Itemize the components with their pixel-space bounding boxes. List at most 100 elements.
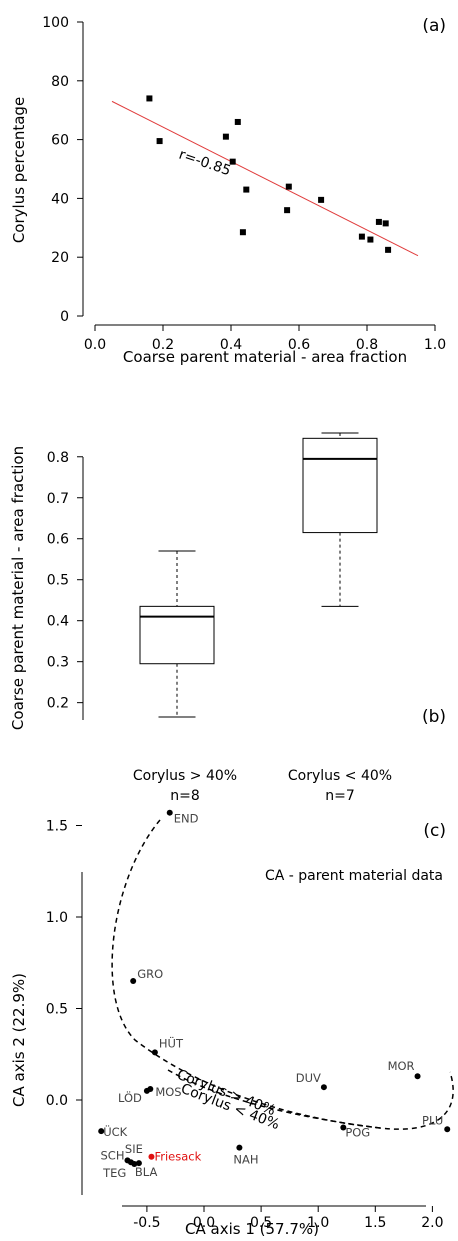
x-tick-label: 0.0: [84, 337, 106, 353]
panel-label-a: (a): [422, 16, 446, 36]
site-marker: [143, 1087, 150, 1094]
site-label: NAH: [233, 1153, 258, 1167]
site-marker: [236, 1144, 243, 1151]
corylus-boundary-curve: [111, 819, 454, 1130]
data-point: [318, 196, 325, 203]
data-point: [243, 186, 250, 193]
panel-label-b: (b): [422, 707, 446, 727]
x-tick-label: 1.0: [424, 337, 446, 353]
panel-c-y-label: CA axis 2 (22.9%): [10, 973, 28, 1107]
site-point: END: [166, 809, 199, 826]
x-tick-label: 0.5: [250, 1215, 272, 1231]
x-tick-label: 1.0: [307, 1215, 329, 1231]
data-point: [385, 246, 392, 253]
site-marker: [340, 1124, 347, 1131]
panel-a-y-label: Corylus percentage: [10, 97, 28, 243]
data-point: [367, 236, 374, 243]
y-tick-label: 40: [51, 191, 69, 207]
y-tick-label: 80: [51, 74, 69, 90]
x-tick-label: 0.6: [288, 337, 310, 353]
site-label: DUV: [296, 1071, 321, 1085]
site-point: HÜT: [151, 1034, 184, 1056]
site-label: LÖD: [118, 1089, 142, 1105]
site-label: MOR: [388, 1059, 415, 1073]
y-tick-label: 0.2: [47, 696, 69, 712]
site-point: DUV: [296, 1071, 327, 1091]
y-tick-label: 20: [51, 250, 69, 266]
site-marker: [414, 1073, 421, 1080]
panel-b-boxplot: 0.2 0.3 0.4 0.5 0.6 0.7 0.8 (b) Coarse parent …: [9, 432, 446, 804]
site-label: POG: [345, 1125, 370, 1139]
site-point: GRO: [130, 967, 163, 985]
y-tick-label: 0.5: [46, 1002, 68, 1018]
y-tick-label: 1.5: [46, 819, 68, 835]
site-point: NAH: [233, 1144, 259, 1167]
x-tick-label: 0.2: [152, 337, 174, 353]
panel-c-x-label: CA axis 1 (57.7%): [185, 1220, 319, 1238]
group-n: n=8: [170, 788, 200, 804]
y-tick-label: 0.4: [47, 614, 69, 630]
y-tick-label: 0.0: [46, 1093, 68, 1109]
site-label: END: [174, 812, 199, 826]
data-point: [234, 118, 241, 125]
site-marker: [444, 1126, 451, 1133]
site-point: MOS: [147, 1085, 182, 1099]
y-tick-label: 60: [51, 133, 69, 149]
site-point: TEG: [102, 1161, 138, 1180]
site-marker: [148, 1153, 155, 1160]
data-point: [222, 133, 229, 140]
box-group: [302, 432, 378, 607]
y-tick-label: 1.0: [46, 910, 68, 926]
site-point: POG: [340, 1124, 370, 1139]
site-label: PLU: [422, 1113, 443, 1127]
group-label: Corylus > 40%: [133, 768, 237, 784]
regression-line: [111, 100, 419, 257]
x-tick-label: -0.5: [133, 1215, 160, 1231]
x-tick-label: 0.4: [220, 337, 242, 353]
y-tick-label: 0.6: [47, 532, 69, 548]
site-point: ÜCK: [98, 1123, 128, 1139]
box-group: [139, 550, 215, 718]
y-tick-label: 100: [42, 15, 69, 31]
site-point: Friesack: [148, 1150, 202, 1164]
site-point: MOR: [388, 1059, 421, 1080]
data-point: [229, 158, 236, 165]
site-label: HÜT: [159, 1034, 184, 1050]
x-tick-label: 2.0: [421, 1215, 443, 1231]
site-label: TEG: [102, 1166, 126, 1180]
data-point: [239, 229, 246, 236]
site-label: MOS: [155, 1085, 181, 1099]
y-tick-label: 0: [60, 309, 69, 325]
data-point: [285, 183, 292, 190]
y-tick-label: 0.7: [47, 491, 69, 507]
group-n: n=7: [325, 788, 355, 804]
site-label: SCH: [101, 1148, 125, 1162]
site-marker: [320, 1084, 327, 1091]
x-tick-label: 1.5: [364, 1215, 386, 1231]
site-label: GRO: [137, 967, 163, 981]
site-marker: [98, 1128, 105, 1135]
corylus-boundary-inner: [167, 1069, 381, 1129]
panel-c-ca-plot: -0.5 0.0 0.5 1.0 1.5 2.0 0.00.51.01.5 Corylus…: [10, 809, 454, 1238]
data-point: [382, 220, 389, 227]
site-label: SIE: [125, 1142, 143, 1156]
site-marker: [131, 1161, 138, 1168]
data-point: [146, 95, 153, 102]
site-label: ÜCK: [103, 1123, 127, 1139]
data-point: [284, 207, 291, 214]
y-tick-label: 0.8: [47, 450, 69, 466]
data-point: [156, 138, 163, 145]
correlation-annotation: r=-0.85: [177, 147, 233, 180]
y-tick-label: 0.5: [47, 573, 69, 589]
site-marker: [135, 1160, 142, 1167]
iqr-box: [139, 605, 215, 665]
panel-a-x-label: Coarse parent material - area fraction: [123, 348, 407, 366]
data-point: [375, 218, 382, 225]
site-point: LÖD: [118, 1087, 150, 1105]
panel-b-y-label: Coarse parent material - area fraction: [9, 446, 27, 730]
site-label: Friesack: [154, 1150, 201, 1164]
x-tick-label: 0.8: [356, 337, 378, 353]
group-label: Corylus < 40%: [288, 768, 392, 784]
